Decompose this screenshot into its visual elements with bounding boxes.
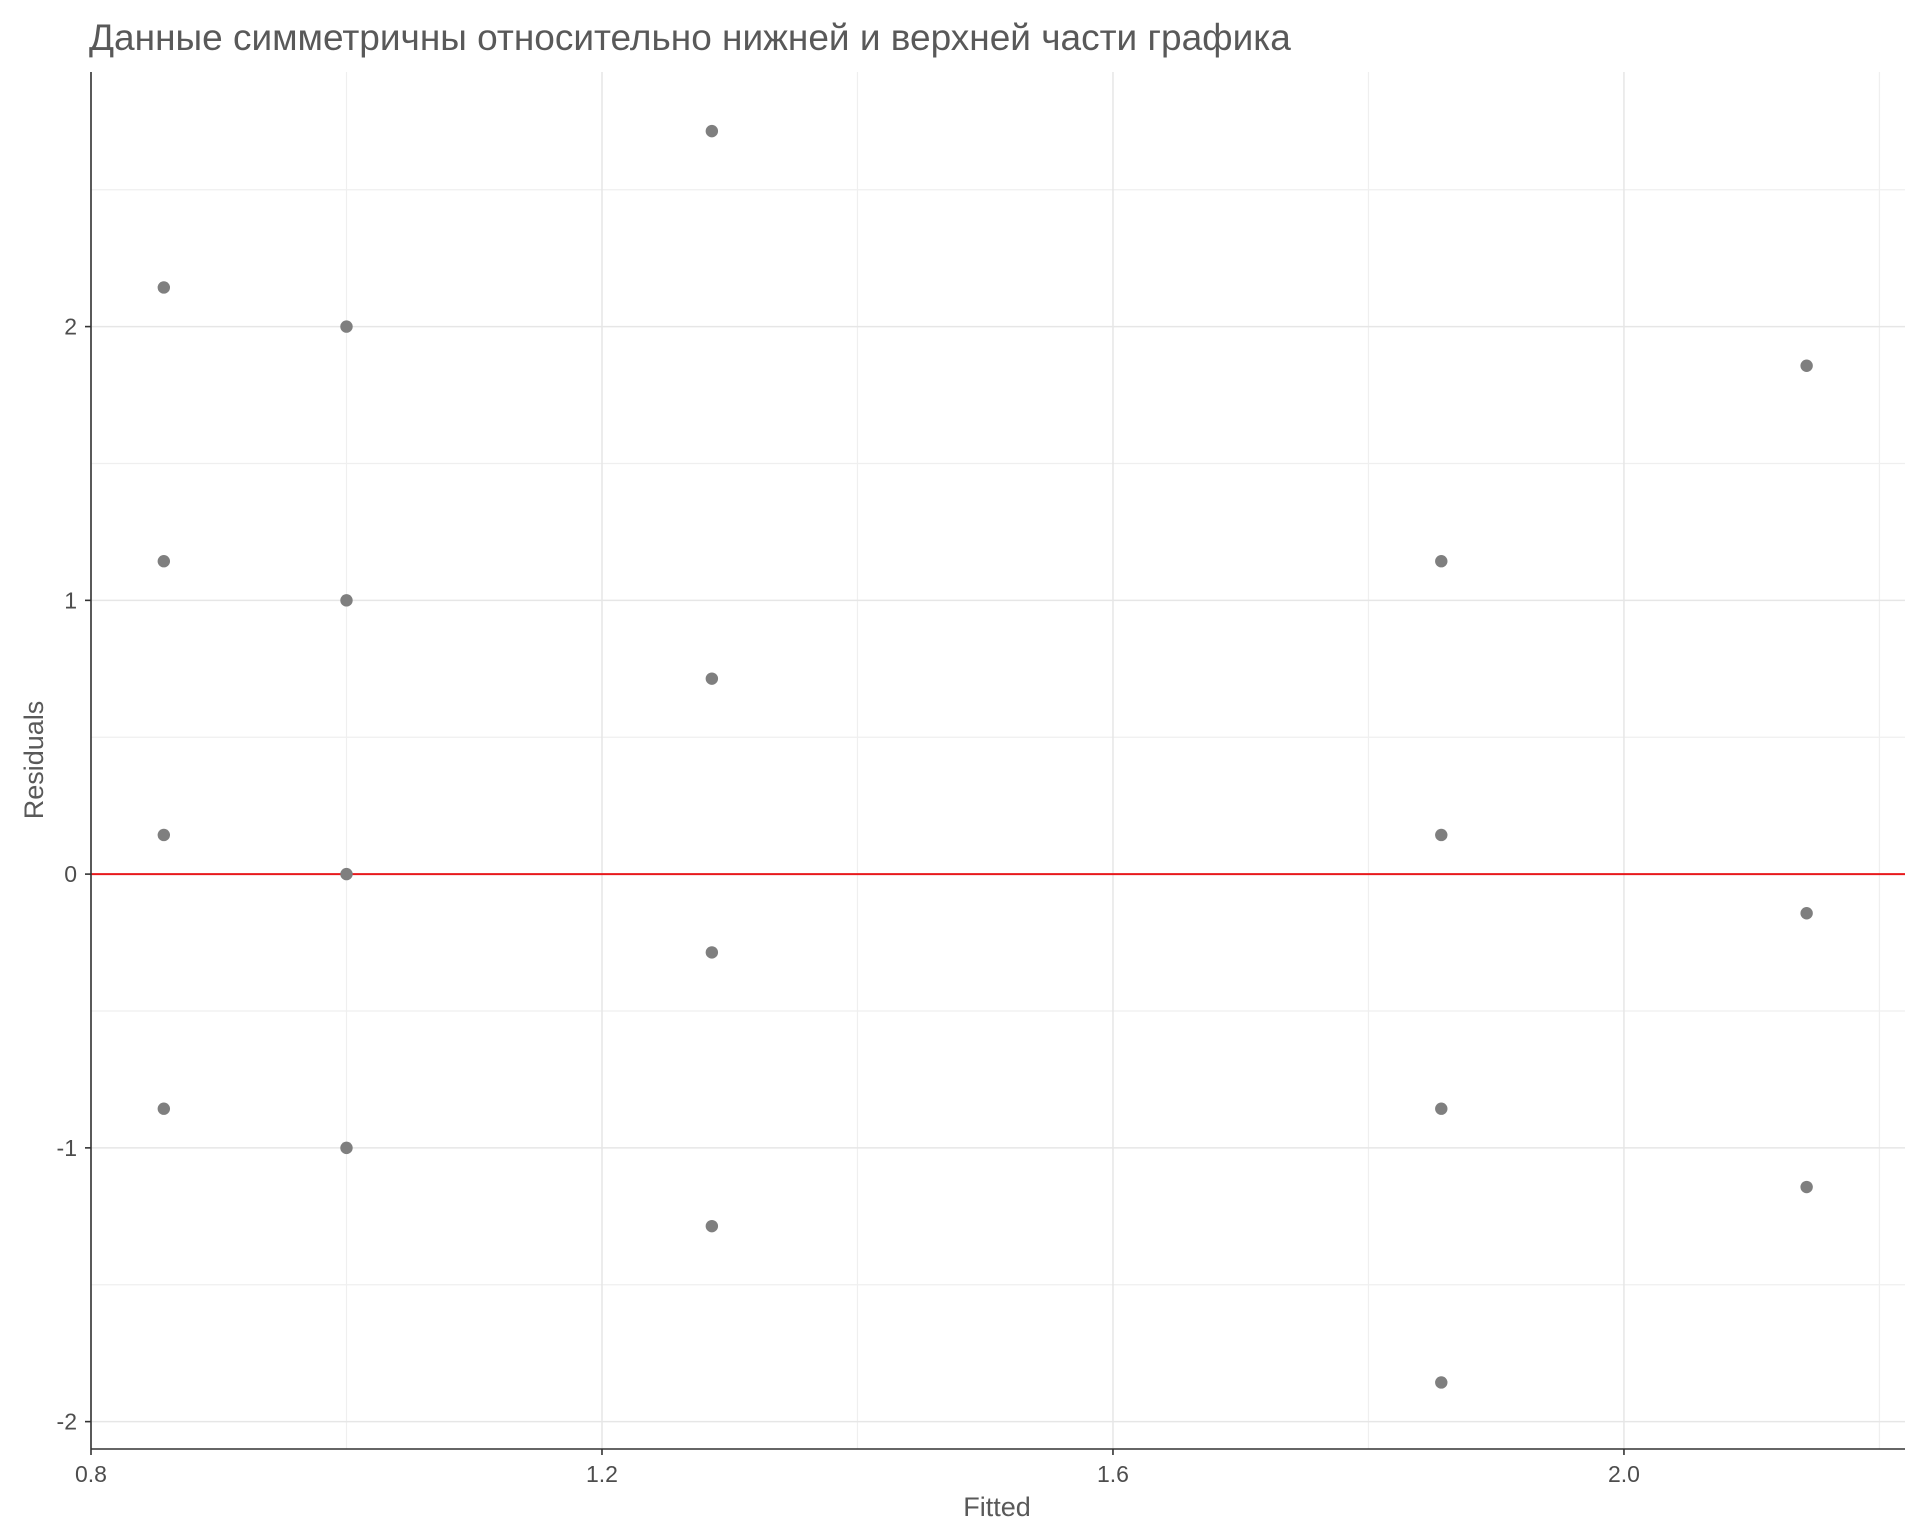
minor-gridlines [91,72,1905,1449]
data-point [157,281,171,294]
data-point [1800,1180,1813,1194]
data-points [157,124,1813,1389]
x-tick-label: 0.8 [75,1461,107,1487]
data-point [1800,907,1813,920]
major-gridlines [90,72,1905,1449]
chart-title: Данные симметричны относительно нижней и… [89,17,1291,58]
y-tick-labels: -2 -1 0 1 2 [57,314,77,1435]
data-point [157,828,171,842]
data-point [705,124,719,138]
data-point [1435,828,1448,842]
data-point [705,1219,719,1233]
y-tick-label: 0 [64,861,77,887]
data-point [340,594,353,607]
data-point [340,1141,353,1155]
x-tick-labels: 0.8 1.2 1.6 2.0 [75,1461,1640,1487]
y-tick-label: 1 [64,587,77,613]
data-point [340,320,353,333]
data-point [1800,359,1813,372]
x-tick-label: 2.0 [1608,1461,1640,1487]
data-point [1435,1102,1448,1115]
data-point [705,672,719,685]
x-axis-title: Fitted [963,1492,1031,1522]
x-tick-label: 1.2 [586,1461,618,1487]
data-point [1435,1376,1448,1389]
y-tick-label: -1 [57,1135,77,1161]
data-point [1435,555,1448,568]
x-tick-label: 1.6 [1097,1461,1129,1487]
data-point [157,555,171,568]
axes [85,72,1905,1455]
y-axis-title: Residuals [19,701,49,820]
y-tick-label: 2 [64,314,77,340]
data-point [340,867,353,881]
y-tick-label: -2 [57,1409,77,1435]
data-point [705,946,719,959]
data-point [157,1102,171,1115]
